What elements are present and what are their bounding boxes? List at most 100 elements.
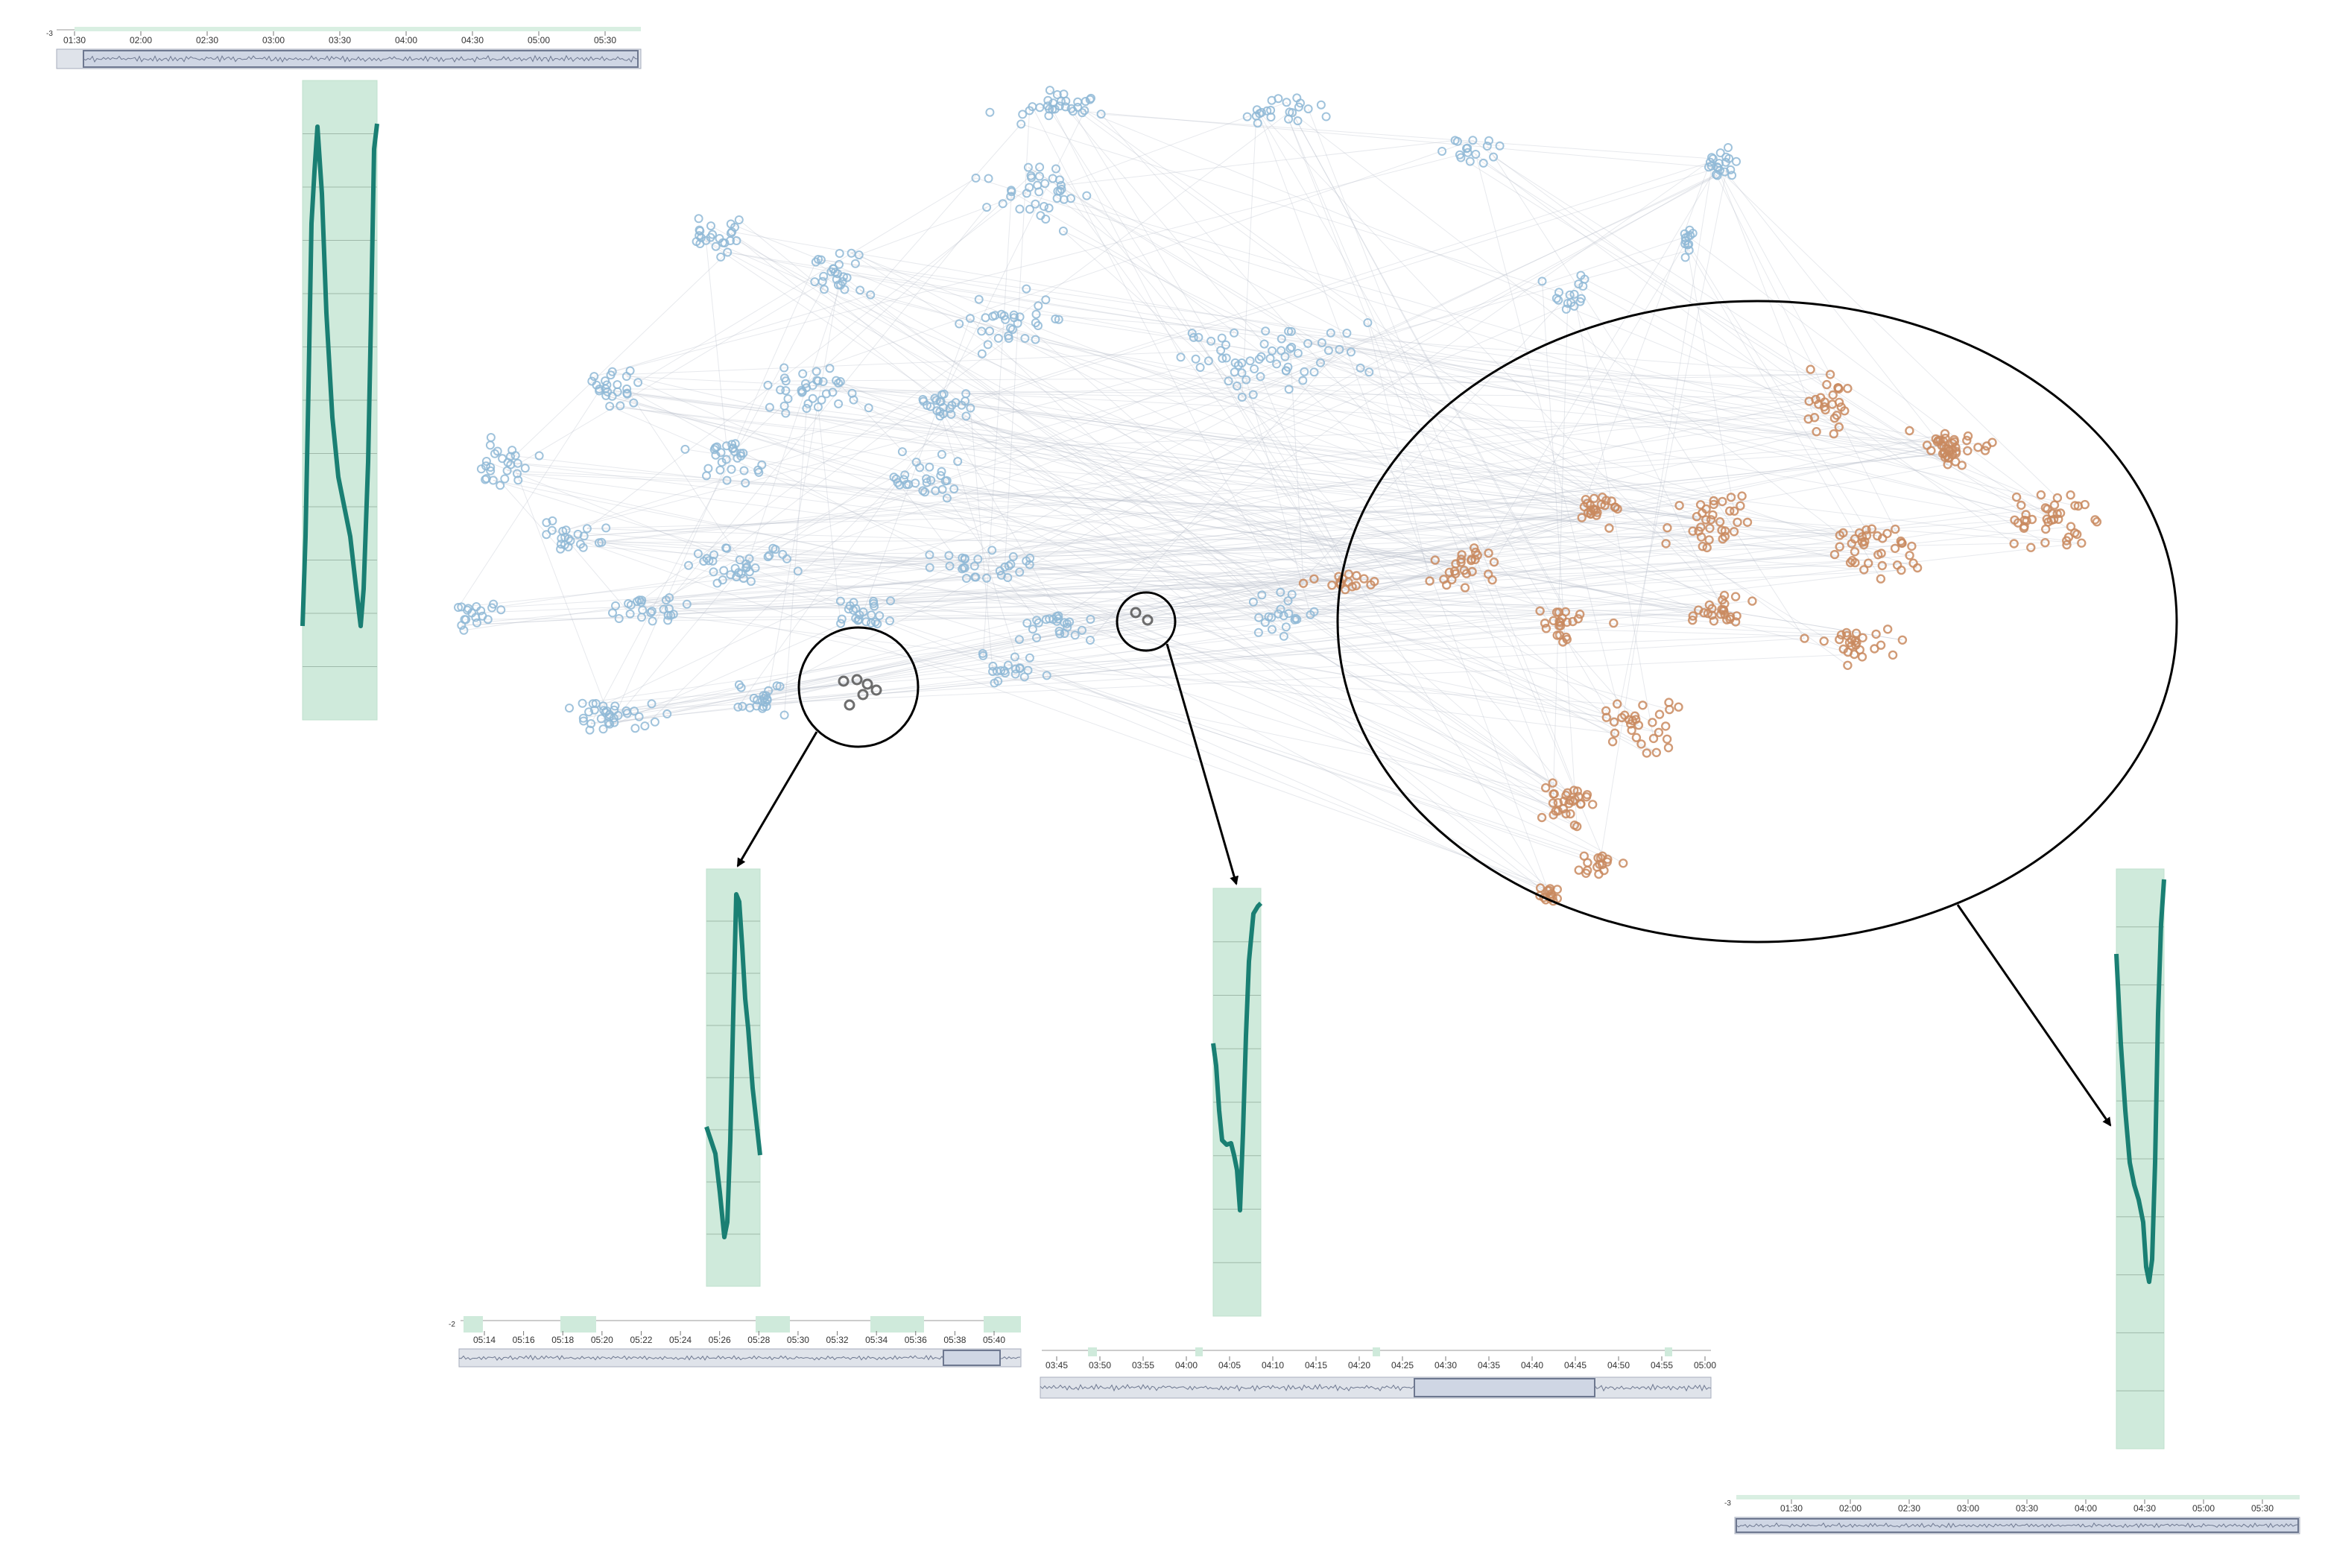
orange-point — [1327, 581, 1337, 590]
orange-point — [1704, 600, 1715, 610]
nav-track[interactable] — [1040, 1376, 1712, 1399]
blue-point — [736, 451, 746, 461]
blue-point — [1683, 232, 1693, 241]
blue-point — [702, 554, 712, 563]
edge-line — [1268, 283, 1579, 617]
blue-point — [1268, 625, 1277, 634]
blue-point — [759, 702, 768, 712]
orange-point — [1541, 624, 1551, 633]
orange-point — [1938, 449, 1948, 458]
edge-line — [784, 408, 807, 715]
blue-point — [613, 387, 622, 396]
edge-line — [982, 192, 1012, 656]
blue-point — [471, 613, 481, 622]
edge-line — [873, 581, 1349, 602]
orange-point — [1828, 390, 1838, 400]
orange-point — [1598, 493, 1607, 502]
orange-point — [2040, 524, 2051, 534]
blue-point — [610, 705, 619, 715]
orange-point — [1467, 554, 1477, 564]
orange-point — [1366, 580, 1376, 589]
timeline-navigator-top-left[interactable]: -3 01:30 02:00 02:30 03:00 03:30 04:00 04:30 05… — [46, 27, 642, 69]
orange-point — [1811, 394, 1821, 405]
blue-point — [971, 173, 981, 183]
edge-line — [983, 655, 1584, 857]
blue-point — [1004, 334, 1013, 343]
timeline-navigator-bottom-left[interactable]: -2 05:14 05:16 05:18 05:20 05:22 05:24 05:26 05… — [449, 1316, 1022, 1368]
blue-point — [695, 231, 704, 241]
edge-line — [603, 298, 1582, 730]
blue-point — [936, 471, 946, 481]
orange-point — [1819, 636, 1829, 646]
blue-point — [733, 702, 743, 712]
edge-line — [859, 289, 1653, 723]
orange-point — [1430, 555, 1440, 565]
orange-point — [1654, 727, 1664, 737]
blue-point — [1035, 162, 1045, 172]
edge-line — [817, 407, 841, 624]
edge-line — [1066, 464, 1948, 625]
blue-point — [1237, 358, 1247, 367]
edge-line — [722, 579, 1842, 636]
edge-line — [1047, 100, 1181, 358]
blue-point — [1043, 95, 1053, 105]
nav-tick-label: 04:25 — [1391, 1360, 1414, 1371]
blue-point — [513, 475, 523, 485]
blue-point — [911, 478, 920, 488]
edge-line — [588, 174, 1717, 712]
blue-point — [808, 393, 817, 403]
edge-line — [565, 442, 1993, 538]
edge-line — [606, 395, 1353, 587]
blue-point — [864, 403, 873, 413]
orange-point — [1651, 747, 1662, 757]
selection-circle-center[interactable] — [1116, 591, 1177, 652]
blue-point — [586, 719, 596, 728]
edge-line — [1010, 327, 1596, 510]
edge-line — [906, 484, 1660, 733]
blue-point — [1259, 339, 1269, 349]
blue-point — [961, 411, 971, 421]
nav-tick-label: 04:15 — [1305, 1360, 1327, 1371]
edge-line — [461, 450, 1968, 607]
edge-line — [1063, 199, 1946, 458]
blue-point — [1015, 664, 1025, 674]
edge-line — [1089, 349, 1340, 641]
edge-line — [1241, 175, 1718, 398]
nav-selected-range[interactable] — [1414, 1378, 1595, 1397]
blue-point — [1294, 102, 1303, 112]
blue-point — [721, 455, 731, 464]
blue-point — [1073, 97, 1083, 107]
blue-point — [513, 469, 522, 478]
blue-point — [578, 713, 588, 723]
orange-point — [1698, 542, 1708, 551]
edge-line — [651, 338, 1010, 612]
orange-point — [1859, 565, 1869, 575]
blue-point — [727, 464, 736, 474]
blue-point — [563, 542, 573, 551]
blue-point — [1237, 393, 1247, 402]
orange-point — [1847, 539, 1857, 549]
blue-point — [604, 718, 613, 727]
orange-point — [1726, 493, 1736, 502]
selection-ellipse-right[interactable] — [1336, 300, 2178, 943]
selection-circle-left[interactable] — [797, 626, 920, 748]
timeline-navigator-bottom-right[interactable]: -3 01:30 02:00 02:30 03:00 03:30 04:00 04:30 05… — [1724, 1495, 2300, 1534]
nav-selected-range[interactable] — [943, 1350, 1001, 1366]
blue-point — [961, 574, 971, 583]
edge-line — [763, 175, 1718, 696]
edge-line — [746, 531, 1699, 569]
edge-line — [1060, 185, 1353, 587]
orange-point — [1963, 446, 1973, 456]
blue-point — [802, 404, 812, 413]
blue-point — [706, 221, 715, 231]
timeline-navigator-bottom-center[interactable]: 03:45 03:50 03:55 04:00 04:05 04:10 04:15 04:20… — [1040, 1347, 1716, 1399]
blue-point — [565, 704, 574, 713]
blue-point — [598, 701, 608, 711]
orange-point — [1573, 614, 1584, 624]
gray-point — [870, 684, 882, 696]
edge-line — [1021, 124, 1582, 300]
blue-point — [722, 475, 732, 485]
blue-point — [820, 285, 829, 294]
edge-line — [730, 224, 1704, 613]
blue-point — [472, 618, 481, 627]
